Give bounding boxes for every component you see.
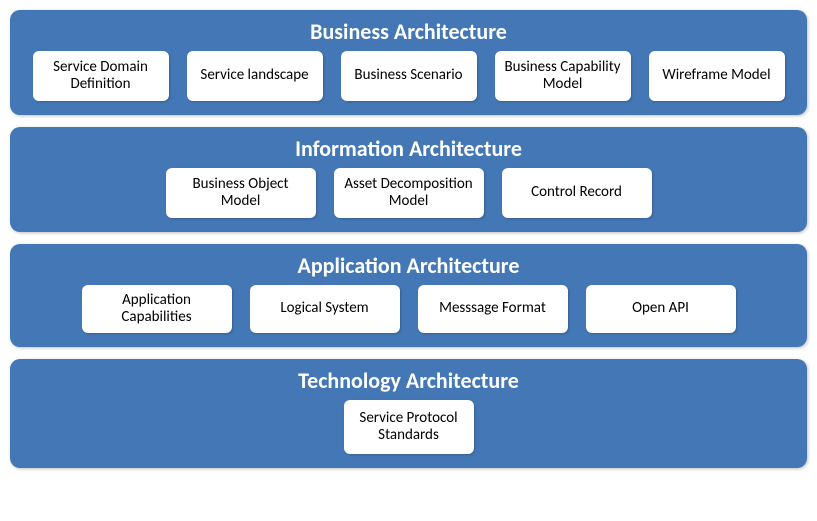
layer-boxes: Service Protocol Standards: [24, 400, 793, 454]
architecture-diagram: Business Architecture Service Domain Defi…: [10, 10, 807, 468]
layer-boxes: Application Capabilities Logical System Me…: [24, 285, 793, 333]
layer-3: Technology Architecture Service Protocol …: [10, 359, 807, 468]
box: Messsage Format: [418, 285, 568, 333]
layer-1: Information Architecture Business Object …: [10, 127, 807, 232]
box: Open API: [586, 285, 736, 333]
box: Asset Decomposition Model: [334, 168, 484, 218]
layer-0: Business Architecture Service Domain Defi…: [10, 10, 807, 115]
box: Logical System: [250, 285, 400, 333]
box: Application Capabilities: [82, 285, 232, 333]
box: Business Object Model: [166, 168, 316, 218]
box: Service Protocol Standards: [344, 400, 474, 454]
box: Control Record: [502, 168, 652, 218]
box: Business Scenario: [341, 51, 477, 101]
layer-boxes: Service Domain Definition Service landsca…: [24, 51, 793, 101]
layer-title: Application Architecture: [24, 252, 793, 279]
layer-title: Business Architecture: [24, 18, 793, 45]
box: Service Domain Definition: [33, 51, 169, 101]
layer-2: Application Architecture Application Capa…: [10, 244, 807, 347]
layer-title: Technology Architecture: [24, 367, 793, 394]
layer-boxes: Business Object Model Asset Decomposition…: [24, 168, 793, 218]
box: Service landscape: [187, 51, 323, 101]
box: Wireframe Model: [649, 51, 785, 101]
layer-title: Information Architecture: [24, 135, 793, 162]
box: Business Capability Model: [495, 51, 631, 101]
